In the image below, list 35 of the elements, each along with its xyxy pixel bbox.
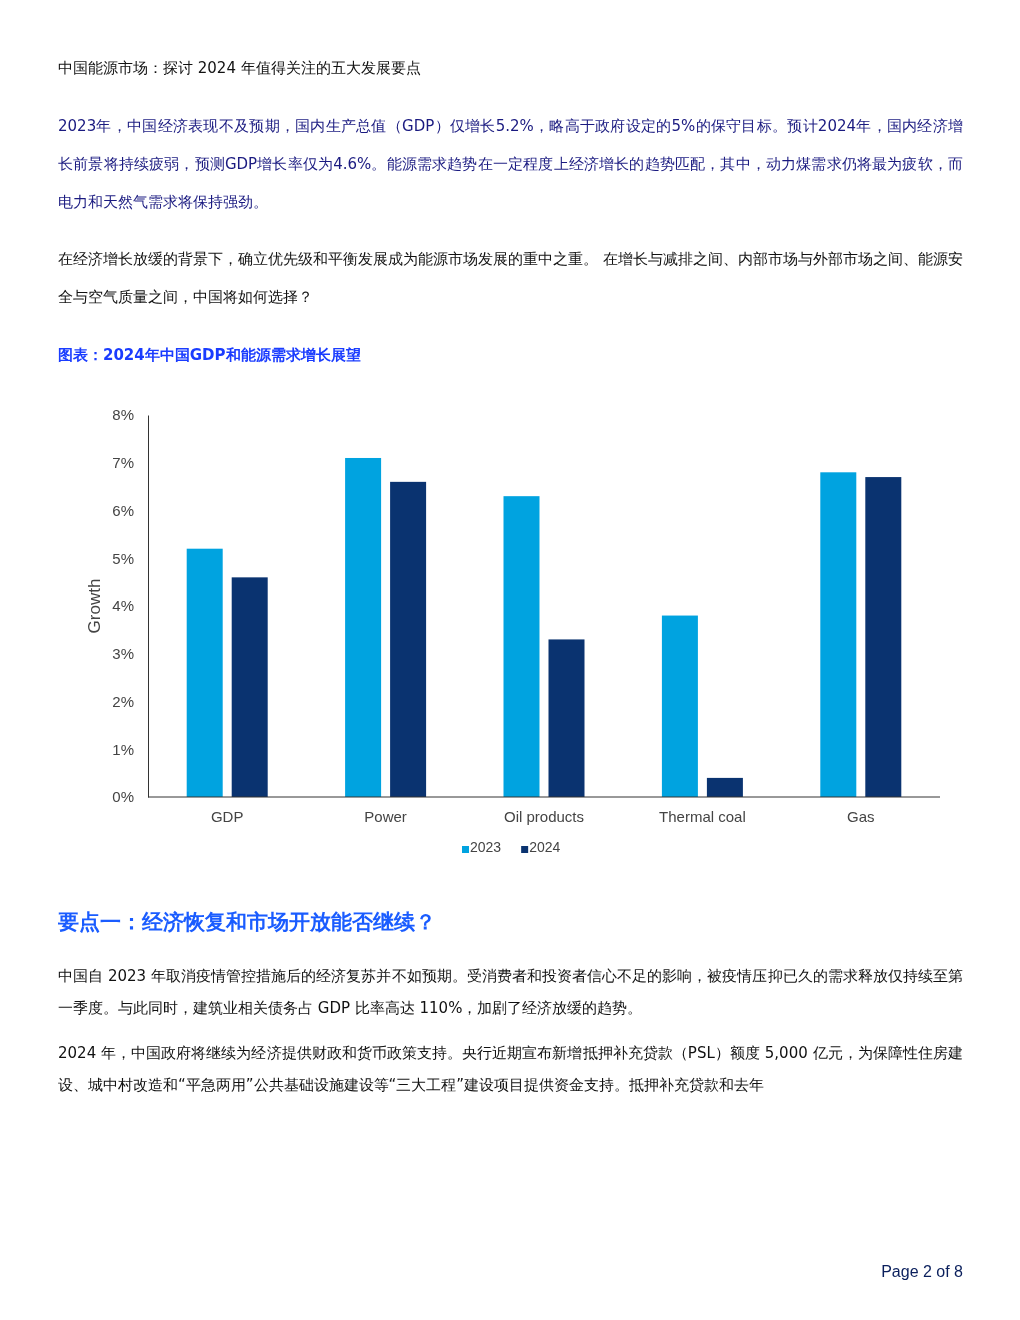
y-tick-label: 0% xyxy=(112,788,134,806)
bar xyxy=(390,481,427,797)
chart-title: 图表：2024年中国GDP和能源需求增长展望 xyxy=(58,345,362,366)
text: 要点一：经济恢复和市场开放能否继续？ xyxy=(58,909,437,936)
text: 在经济增长放缓的背景下，确立优先级和平衡发展成为能源市场发展的重中之重。 在增长与减排之间、内部市场与外部市场之间、能源安全与空气质量之间，中国将如何选择？ xyxy=(58,250,963,306)
y-tick-label: 4% xyxy=(112,597,134,615)
legend-label: 2024 xyxy=(529,839,561,855)
text: 2023年，中国经济表现不及预期，国内生产总值（GDP）仅增长5.2%，略高于政府设定的5%的保守目标。预计2024年，国内经济增长前景将持续疲弱，预测GDP增长率仅为4.6%。能源需求趋势在一定程度上经济增长的趋势匹配，其中，动力煤需求仍将最为疲软，而电力和天然气需求将保持强劲。 xyxy=(58,117,963,211)
y-tick-label: 1% xyxy=(112,740,134,758)
y-axis-title: Growth xyxy=(85,578,104,634)
y-tick-label: 2% xyxy=(112,692,134,710)
bar xyxy=(548,639,585,797)
bar xyxy=(186,548,223,797)
text: 2024 年，中国政府将继续为经济提供财政和货币政策支持。央行近期宣布新增抵押补充贷款（PSL）额度 5,000 亿元，为保障性住房建设、城中村改造和“平急两用”公共基础设施建设等“三大工程”建设项目提供资金支持。抵押补充贷款和去年 xyxy=(58,1043,963,1096)
legend-label: 2023 xyxy=(470,839,502,855)
y-tick-label: 3% xyxy=(112,645,134,663)
bar xyxy=(345,457,382,797)
bar xyxy=(820,472,857,797)
bar xyxy=(865,477,902,797)
text: Page 2 of 8 xyxy=(880,1262,963,1282)
bar xyxy=(706,777,743,797)
y-tick-label: 7% xyxy=(112,454,134,472)
y-tick-label: 8% xyxy=(112,406,134,424)
text: 中国自 2023 年取消疫情管控措施后的经济复苏并不如预期。受消费者和投资者信心不足的影响，被疫情压抑已久的需求释放仅持续至第一季度。与此同时，建筑业相关债务占 GDP 比率高达 110%，加剧了经济放缓的趋势。 xyxy=(58,966,963,1019)
x-tick-label: Power xyxy=(364,807,407,825)
bar xyxy=(503,496,540,797)
x-tick-label: Gas xyxy=(847,807,875,825)
x-tick-label: Oil products xyxy=(503,807,585,825)
y-tick-label: 5% xyxy=(112,549,134,567)
y-tick-label: 6% xyxy=(112,501,134,519)
chart-subtitle: 中国能源市场：探讨 2024 年值得关注的五大发展要点 xyxy=(58,58,422,79)
x-tick-label: Thermal coal xyxy=(659,807,746,825)
bar xyxy=(231,577,268,797)
x-tick-label: GDP xyxy=(210,807,244,825)
bar xyxy=(661,615,698,797)
